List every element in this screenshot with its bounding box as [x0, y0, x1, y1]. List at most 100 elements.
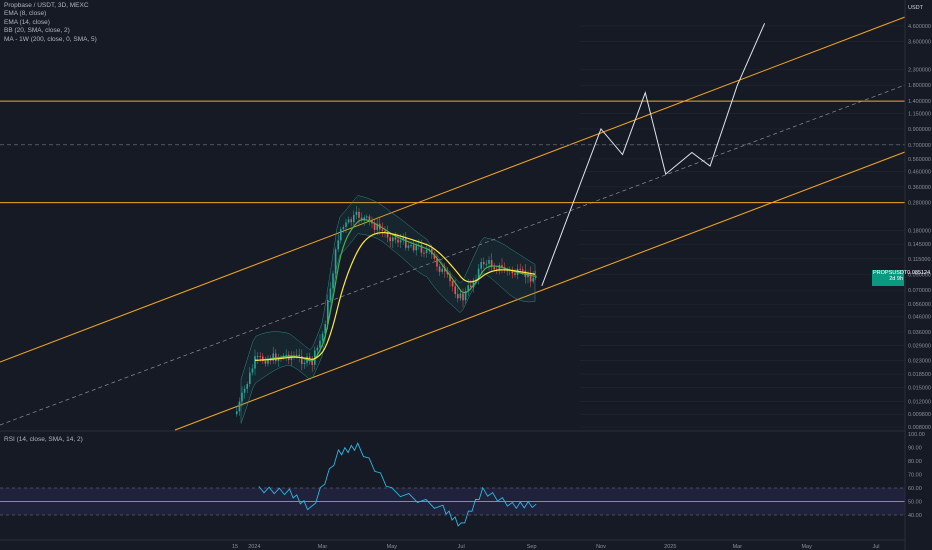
- time-tick-label: Mar: [733, 544, 743, 550]
- price-axis-currency: USDT: [908, 5, 924, 11]
- candle-body: [241, 392, 243, 402]
- time-tick-label: Jul: [872, 544, 879, 550]
- candle-body: [316, 347, 319, 351]
- price-tick-label: 0.115000: [908, 257, 931, 263]
- candle-body: [397, 239, 399, 243]
- candle-body: [368, 216, 371, 221]
- tag-price: 0.085124: [907, 270, 931, 276]
- candle-body: [490, 260, 493, 268]
- candle-body: [285, 354, 287, 356]
- candle-body: [459, 293, 462, 299]
- price-tick-label: 0.046000: [908, 315, 931, 321]
- candle-body: [256, 356, 259, 358]
- rsi-axis[interactable]: 100.00 90.00 80.00 70.00 60.00 50.00 40.00: [908, 432, 925, 519]
- candle-body: [503, 267, 506, 271]
- rsi-tick-label: 90.00: [908, 446, 922, 452]
- price-tick-label: 0.012000: [908, 399, 931, 405]
- candle-body: [451, 281, 454, 287]
- candle-body: [444, 268, 446, 272]
- candle-body: [454, 286, 456, 295]
- price-tick-label: 0.008000: [908, 425, 931, 431]
- time-axis[interactable]: 15 2024 Mar May Jul Sep Nov 2025 Mar May Jul: [0, 539, 905, 550]
- candle-body: [493, 267, 495, 270]
- candle-body: [363, 217, 365, 220]
- projection-path[interactable]: [541, 23, 766, 286]
- candle-body: [483, 262, 485, 265]
- candle-body: [340, 229, 342, 241]
- symbol-title: Propbase / USDT, 3D, MEXC: [4, 2, 89, 9]
- channel-upper-line: [0, 16, 906, 363]
- time-tick-label: May: [387, 544, 398, 550]
- price-tick-label: 1.400000: [908, 99, 931, 105]
- last-price-tag: PROPSUSDT 0.085124 2d 9h: [872, 270, 930, 286]
- price-tick-label: 0.036000: [908, 330, 931, 336]
- time-tick-label: 15: [232, 544, 238, 550]
- ema-lines: [254, 219, 536, 362]
- ema-slow-line: [254, 232, 536, 361]
- candle-body: [360, 217, 363, 220]
- candle-body: [332, 273, 334, 289]
- price-tick-label: 1.800000: [908, 83, 931, 89]
- candle-body: [324, 323, 326, 334]
- legend-bb: BB (20, SMA, close, 2): [4, 27, 70, 35]
- candle-body: [394, 237, 397, 240]
- price-tick-label: 0.460000: [908, 169, 931, 175]
- candle-body: [329, 288, 332, 300]
- candle-body: [295, 354, 298, 356]
- price-channel[interactable]: [0, 16, 906, 431]
- candle-body: [433, 254, 436, 259]
- candle-body: [423, 252, 425, 254]
- price-tick-label: 0.018500: [908, 372, 931, 378]
- candle-body: [275, 353, 277, 362]
- candle-body: [389, 237, 391, 242]
- time-tick-label: 2025: [664, 544, 676, 550]
- price-tick-label: 0.180000: [908, 229, 931, 235]
- candle-body: [254, 356, 256, 369]
- price-axis[interactable]: USDT 4.600000 3.600000 2.300000 1.800000 1.40…: [904, 0, 931, 550]
- candle-body: [519, 268, 521, 270]
- legend-ma-1w: MA - 1W (200, close, 0, SMA, 5): [4, 35, 97, 43]
- candle-body: [347, 219, 350, 223]
- candle-body: [477, 268, 480, 280]
- candle-body: [353, 214, 355, 223]
- candle-body: [366, 216, 368, 218]
- price-tick-label: 0.090000: [908, 272, 931, 278]
- horizontal-levels[interactable]: [0, 100, 905, 204]
- candle-body: [272, 353, 274, 361]
- price-tick-label: 2.300000: [908, 68, 931, 74]
- price-tick-label: 0.015000: [908, 385, 931, 391]
- candle-body: [243, 388, 246, 393]
- candle-body: [501, 265, 503, 268]
- price-tick-label: 0.145000: [908, 242, 931, 248]
- candle-body: [399, 240, 402, 243]
- candle-body: [249, 372, 251, 385]
- price-tick-label: 4.600000: [908, 24, 931, 30]
- candle-body: [535, 275, 537, 278]
- candle-body: [308, 356, 311, 360]
- price-tick-label: 0.056000: [908, 302, 931, 308]
- price-tick-label: 0.280000: [908, 201, 931, 207]
- candle-body: [301, 356, 303, 365]
- candle-body: [251, 368, 254, 373]
- time-tick-label: Jul: [458, 544, 465, 550]
- candle-body: [264, 360, 267, 364]
- candle-body: [441, 268, 443, 272]
- candle-body: [376, 223, 378, 230]
- grid-lines: [580, 25, 905, 428]
- candle-body: [373, 223, 376, 230]
- candle-body: [464, 291, 467, 301]
- candle-body: [407, 245, 410, 248]
- candle-body: [480, 262, 482, 269]
- rsi-tick-label: 80.00: [908, 459, 922, 465]
- candle-body: [470, 285, 472, 288]
- candles: [236, 206, 537, 417]
- candle-body: [384, 230, 386, 232]
- candle-body: [449, 274, 451, 282]
- candle-body: [532, 277, 534, 282]
- bollinger-bands: [240, 195, 536, 424]
- candle-body: [238, 401, 241, 412]
- candle-body: [498, 265, 501, 271]
- candle-body: [514, 273, 516, 275]
- price-tick-label: 0.360000: [908, 185, 931, 191]
